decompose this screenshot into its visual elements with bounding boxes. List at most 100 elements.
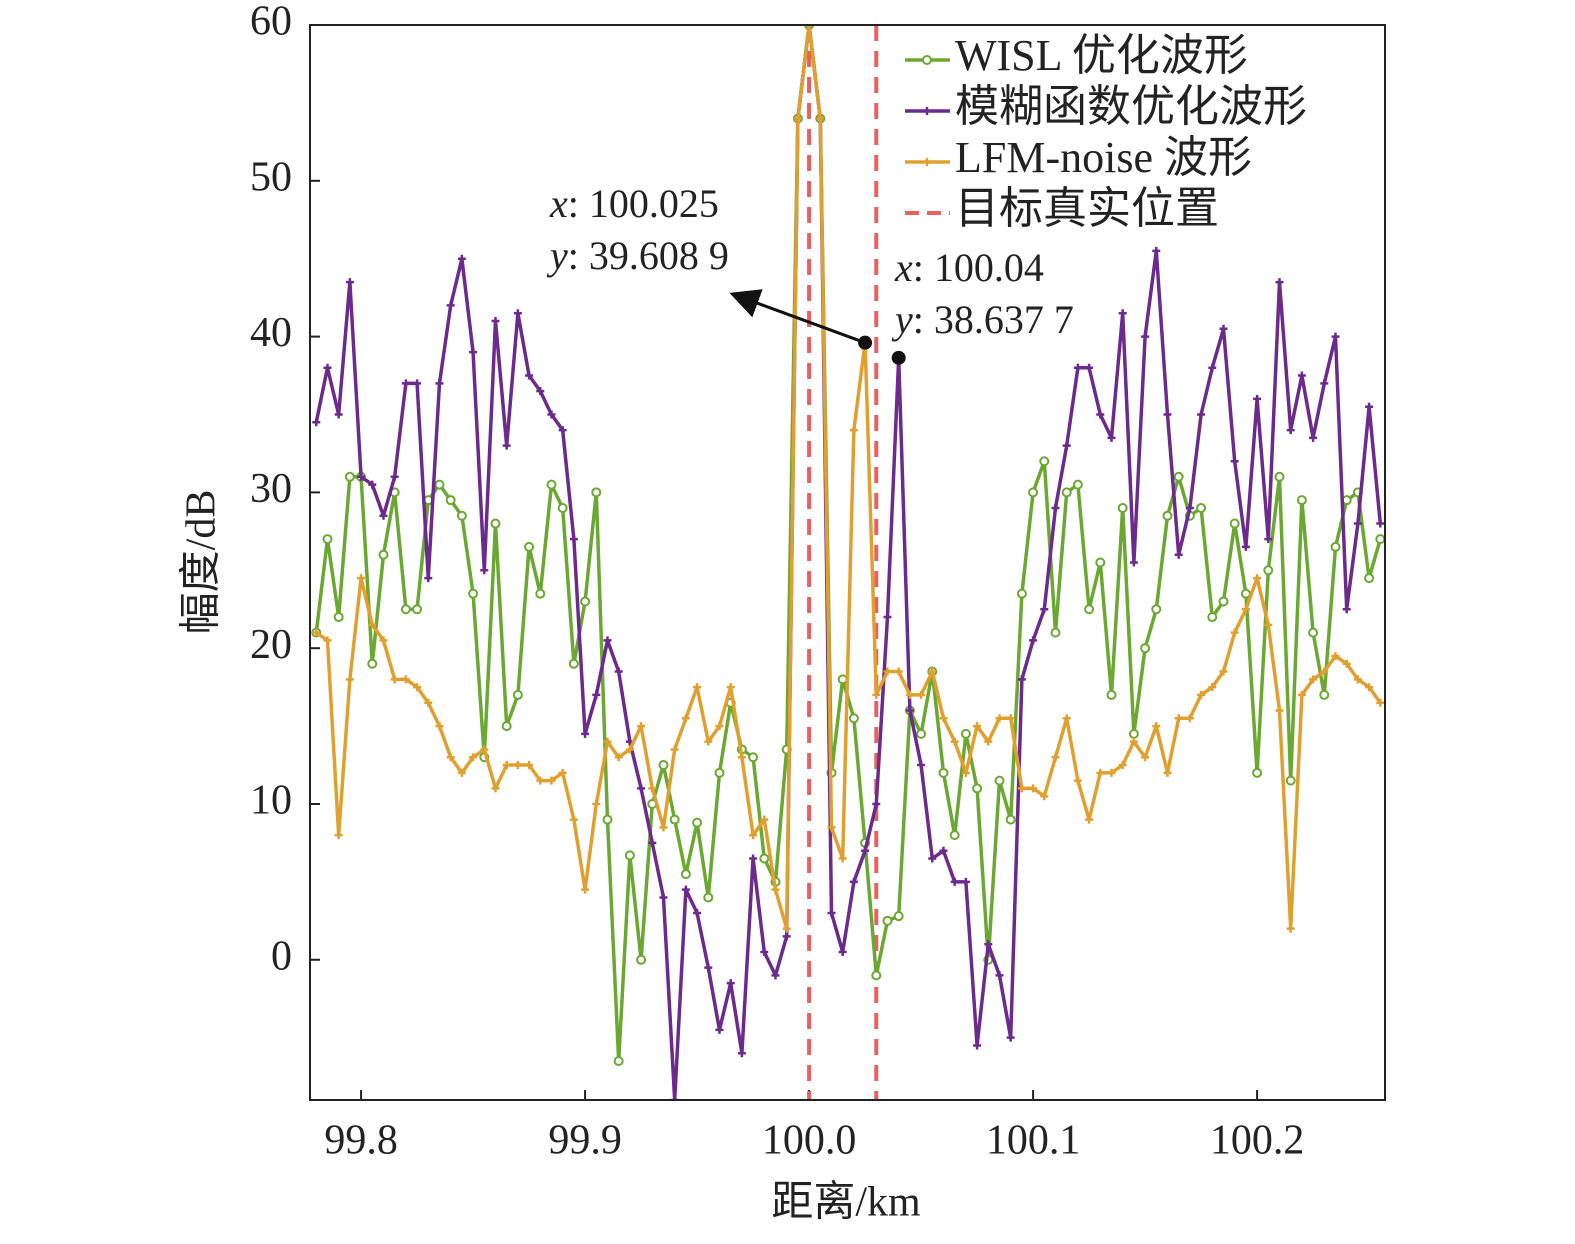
point bbox=[1085, 815, 1094, 824]
point bbox=[424, 574, 433, 583]
point bbox=[569, 815, 578, 824]
point bbox=[1274, 471, 1285, 482]
point bbox=[749, 854, 758, 863]
point bbox=[400, 604, 411, 615]
point bbox=[1196, 502, 1207, 513]
point bbox=[480, 566, 489, 575]
point bbox=[1106, 689, 1117, 700]
point bbox=[1308, 627, 1319, 638]
point bbox=[491, 317, 500, 326]
point bbox=[648, 838, 657, 847]
annotation-value: : 100.025 bbox=[568, 181, 719, 226]
point bbox=[1051, 503, 1060, 512]
x-axis-label: 距离/km bbox=[771, 1179, 921, 1226]
point bbox=[368, 480, 377, 489]
annotation-var: x bbox=[549, 181, 568, 226]
point bbox=[1364, 573, 1375, 584]
point bbox=[837, 674, 848, 685]
point bbox=[323, 636, 332, 645]
x-tick-label: 99.8 bbox=[324, 1118, 398, 1164]
point bbox=[1342, 659, 1351, 668]
point bbox=[838, 854, 847, 863]
point bbox=[681, 714, 690, 723]
point bbox=[312, 418, 321, 427]
point bbox=[726, 683, 735, 692]
point bbox=[759, 853, 770, 864]
series-line bbox=[315, 25, 1382, 931]
point bbox=[457, 768, 466, 777]
plot-frame bbox=[309, 24, 1386, 1101]
point bbox=[1062, 441, 1071, 450]
point bbox=[1375, 534, 1385, 545]
point bbox=[1331, 651, 1340, 660]
point bbox=[625, 745, 634, 754]
point bbox=[1365, 402, 1374, 411]
point bbox=[861, 846, 870, 855]
point bbox=[816, 114, 825, 123]
point bbox=[1297, 371, 1306, 380]
point bbox=[445, 495, 456, 506]
legend-label: WISL 优化波形 bbox=[955, 31, 1248, 80]
point bbox=[357, 574, 366, 583]
point bbox=[1006, 1033, 1015, 1042]
point bbox=[613, 1056, 624, 1067]
point bbox=[502, 761, 511, 770]
point bbox=[984, 737, 993, 746]
point bbox=[1029, 784, 1038, 793]
point bbox=[1319, 689, 1330, 700]
point bbox=[680, 869, 691, 880]
point bbox=[995, 714, 1004, 723]
point bbox=[1118, 309, 1127, 318]
point bbox=[760, 815, 769, 824]
point bbox=[704, 963, 713, 972]
point bbox=[922, 55, 932, 65]
point bbox=[771, 971, 780, 980]
point bbox=[1017, 675, 1026, 684]
point bbox=[535, 588, 546, 599]
point bbox=[513, 761, 522, 770]
point bbox=[1107, 433, 1116, 442]
point bbox=[905, 690, 914, 699]
point bbox=[591, 487, 602, 498]
point bbox=[345, 675, 354, 684]
y-axis-label: 幅度/dB bbox=[179, 490, 225, 635]
point bbox=[624, 850, 635, 861]
point bbox=[1129, 558, 1138, 567]
point bbox=[1050, 627, 1061, 638]
point bbox=[636, 954, 647, 965]
point bbox=[737, 1049, 746, 1058]
point bbox=[883, 613, 892, 622]
point bbox=[917, 761, 926, 770]
point bbox=[838, 947, 847, 956]
point bbox=[949, 830, 960, 841]
y-tick-label: 0 bbox=[271, 933, 292, 979]
point bbox=[401, 379, 410, 388]
point bbox=[681, 885, 690, 894]
point bbox=[1230, 628, 1239, 637]
point bbox=[1285, 775, 1296, 786]
point bbox=[536, 776, 545, 785]
point bbox=[1185, 503, 1194, 512]
y-tick-label: 40 bbox=[250, 310, 292, 356]
point bbox=[334, 410, 343, 419]
point bbox=[793, 114, 802, 123]
point bbox=[379, 511, 388, 520]
point bbox=[1151, 604, 1162, 615]
point bbox=[547, 776, 556, 785]
point bbox=[916, 728, 927, 739]
point bbox=[715, 722, 724, 731]
point bbox=[592, 799, 601, 808]
point bbox=[435, 379, 444, 388]
point bbox=[1264, 535, 1273, 544]
point bbox=[805, 25, 814, 29]
point bbox=[928, 667, 937, 676]
point bbox=[513, 309, 522, 318]
point bbox=[1197, 690, 1206, 699]
point bbox=[984, 940, 993, 949]
point bbox=[923, 158, 931, 166]
point bbox=[848, 713, 859, 724]
point bbox=[1016, 588, 1027, 599]
point bbox=[726, 979, 735, 988]
point bbox=[569, 535, 578, 544]
